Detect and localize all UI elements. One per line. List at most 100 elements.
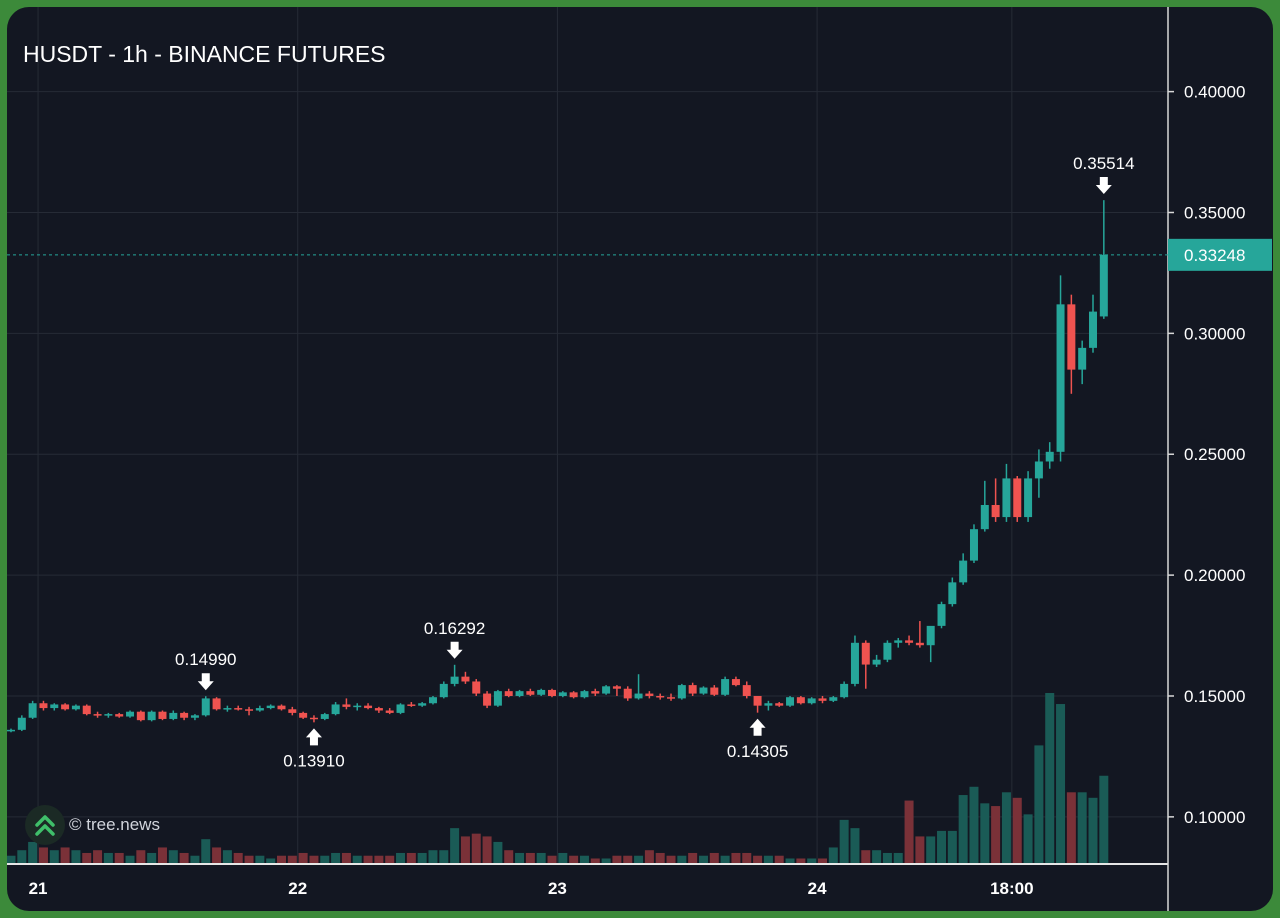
- candle-body: [353, 705, 362, 708]
- candle-body: [580, 691, 589, 698]
- candle-body: [667, 697, 676, 699]
- volume-bar: [460, 836, 470, 864]
- volume-bar: [753, 855, 763, 864]
- volume-bar: [7, 855, 16, 864]
- candle-body: [180, 712, 189, 718]
- candle-body: [1099, 254, 1108, 317]
- volume-bar: [807, 858, 817, 864]
- candle-body: [407, 704, 416, 706]
- candle-body: [731, 679, 740, 686]
- volume-bar: [147, 852, 157, 864]
- last-price-badge: [1168, 238, 1272, 271]
- volume-bar: [1045, 693, 1055, 864]
- volume-bar: [168, 850, 178, 864]
- candle-body: [656, 695, 665, 698]
- volume-bar: [991, 806, 1001, 864]
- candle-body: [602, 686, 611, 694]
- candle-body: [980, 505, 989, 530]
- candle-body: [753, 695, 762, 706]
- candle-body: [796, 697, 805, 704]
- volume-bar: [17, 850, 27, 864]
- low-price-label: 0.14305: [727, 742, 788, 761]
- x-tick-label: 22: [288, 879, 307, 898]
- last-price-label: 0.33248: [1184, 246, 1245, 265]
- candle-body: [136, 711, 145, 721]
- volume-bar: [677, 855, 687, 864]
- candle-body: [331, 704, 340, 715]
- candle-body: [374, 708, 383, 711]
- volume-bar: [926, 836, 936, 864]
- candle-body: [104, 714, 113, 716]
- y-tick-label: 0.20000: [1184, 566, 1245, 585]
- volume-bar: [1012, 797, 1022, 864]
- arrow-up-icon: [749, 718, 766, 736]
- candle-body: [840, 683, 849, 698]
- chart-panel: 21 22 23 24 18:00 0.40000 0.35000 0.30000 0.2500…: [7, 7, 1273, 911]
- volume-bar: [482, 836, 492, 864]
- candle-body: [623, 688, 632, 699]
- volume-bar: [493, 841, 503, 864]
- candle-body: [28, 703, 37, 718]
- candle-body: [93, 714, 102, 716]
- volume-bar: [1099, 775, 1109, 864]
- volume-bar: [244, 855, 254, 864]
- candle-body: [537, 689, 546, 695]
- candle-body: [894, 640, 903, 643]
- candle-body: [786, 697, 795, 706]
- candle-body: [439, 683, 448, 698]
- volume-bar: [742, 852, 752, 864]
- volume-bar: [774, 855, 784, 864]
- candle-body: [807, 698, 816, 704]
- candle-body: [612, 686, 621, 689]
- candle-body: [71, 705, 80, 710]
- volume-bar: [969, 786, 979, 864]
- volume-bar: [103, 852, 113, 864]
- low-price-label: 0.13910: [283, 751, 344, 770]
- candlestick-chart[interactable]: 21 22 23 24 18:00 0.40000 0.35000 0.30000 0.2500…: [7, 7, 1273, 911]
- candle-body: [493, 691, 502, 706]
- volume-bar: [904, 800, 914, 864]
- candle-body: [385, 710, 394, 713]
- candle-body: [472, 681, 481, 694]
- volume-bar: [601, 858, 611, 864]
- candle-body: [234, 708, 243, 710]
- volume-bar: [201, 839, 211, 864]
- x-tick-label: 21: [29, 879, 48, 898]
- candle-body: [450, 676, 459, 684]
- low-marker: 0.13910: [283, 728, 345, 770]
- volume-bar: [82, 852, 92, 864]
- volume-bar: [114, 852, 124, 864]
- candle-body: [710, 687, 719, 695]
- volume-bar: [287, 855, 297, 864]
- y-tick-label: 0.35000: [1184, 203, 1245, 222]
- volume-bar: [233, 852, 243, 864]
- volume-bar: [1023, 814, 1033, 864]
- volume-bar: [666, 855, 676, 864]
- candle-body: [1002, 478, 1011, 518]
- high-price-label: 0.35514: [1073, 154, 1134, 173]
- volume-bar: [861, 850, 871, 864]
- arrow-down-icon: [1095, 177, 1112, 195]
- candle-body: [299, 712, 308, 718]
- volume-bar: [1077, 792, 1087, 864]
- candle-body: [190, 715, 199, 718]
- volume-bar: [655, 852, 665, 864]
- volume-bar: [612, 855, 622, 864]
- volume-bar: [428, 850, 438, 864]
- candle-body: [364, 705, 373, 709]
- volume-bar: [212, 847, 222, 864]
- candle-body: [504, 691, 513, 696]
- volume-bar: [396, 852, 406, 864]
- volume-bar: [796, 858, 806, 864]
- candle-body: [483, 693, 492, 706]
- candle-body: [50, 704, 59, 709]
- candle-body: [309, 717, 318, 720]
- volume-bar: [331, 852, 341, 864]
- volume-bar: [157, 847, 167, 864]
- volume-bar: [644, 850, 654, 864]
- candle-body: [158, 711, 167, 719]
- volume-bar: [1088, 797, 1098, 864]
- volume-bar: [298, 852, 308, 864]
- candle-body: [558, 692, 567, 696]
- candle-body: [1056, 304, 1065, 452]
